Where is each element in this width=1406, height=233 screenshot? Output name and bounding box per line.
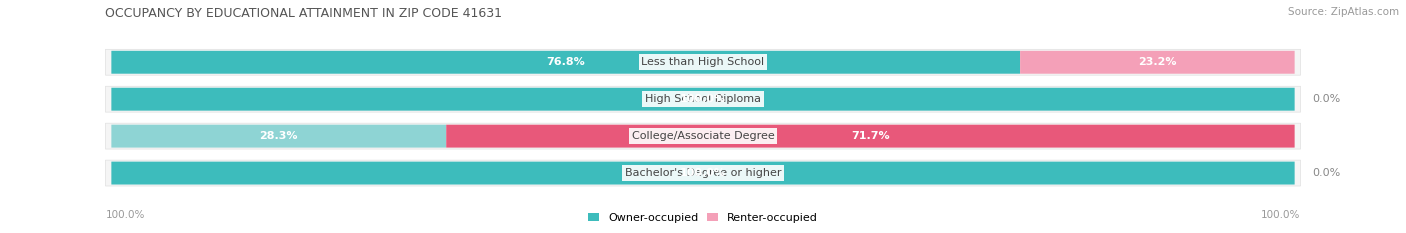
Text: Bachelor's Degree or higher: Bachelor's Degree or higher <box>624 168 782 178</box>
Text: Source: ZipAtlas.com: Source: ZipAtlas.com <box>1288 7 1399 17</box>
FancyBboxPatch shape <box>111 125 446 147</box>
Text: 100.0%: 100.0% <box>681 94 725 104</box>
Text: OCCUPANCY BY EDUCATIONAL ATTAINMENT IN ZIP CODE 41631: OCCUPANCY BY EDUCATIONAL ATTAINMENT IN Z… <box>105 7 502 20</box>
FancyBboxPatch shape <box>111 162 1295 185</box>
FancyBboxPatch shape <box>105 123 1301 149</box>
FancyBboxPatch shape <box>1021 51 1295 74</box>
Text: 76.8%: 76.8% <box>547 57 585 67</box>
Text: 23.2%: 23.2% <box>1137 57 1177 67</box>
Text: 100.0%: 100.0% <box>105 210 145 220</box>
Text: 0.0%: 0.0% <box>1312 94 1341 104</box>
Text: 0.0%: 0.0% <box>1312 168 1341 178</box>
Text: Less than High School: Less than High School <box>641 57 765 67</box>
FancyBboxPatch shape <box>111 88 1295 111</box>
Text: College/Associate Degree: College/Associate Degree <box>631 131 775 141</box>
Text: 71.7%: 71.7% <box>851 131 890 141</box>
Text: High School Diploma: High School Diploma <box>645 94 761 104</box>
FancyBboxPatch shape <box>105 49 1301 75</box>
FancyBboxPatch shape <box>446 125 1295 147</box>
Text: 100.0%: 100.0% <box>681 168 725 178</box>
Legend: Owner-occupied, Renter-occupied: Owner-occupied, Renter-occupied <box>583 209 823 227</box>
FancyBboxPatch shape <box>105 160 1301 186</box>
FancyBboxPatch shape <box>111 51 1021 74</box>
FancyBboxPatch shape <box>105 86 1301 112</box>
Text: 100.0%: 100.0% <box>1261 210 1301 220</box>
Text: 28.3%: 28.3% <box>260 131 298 141</box>
